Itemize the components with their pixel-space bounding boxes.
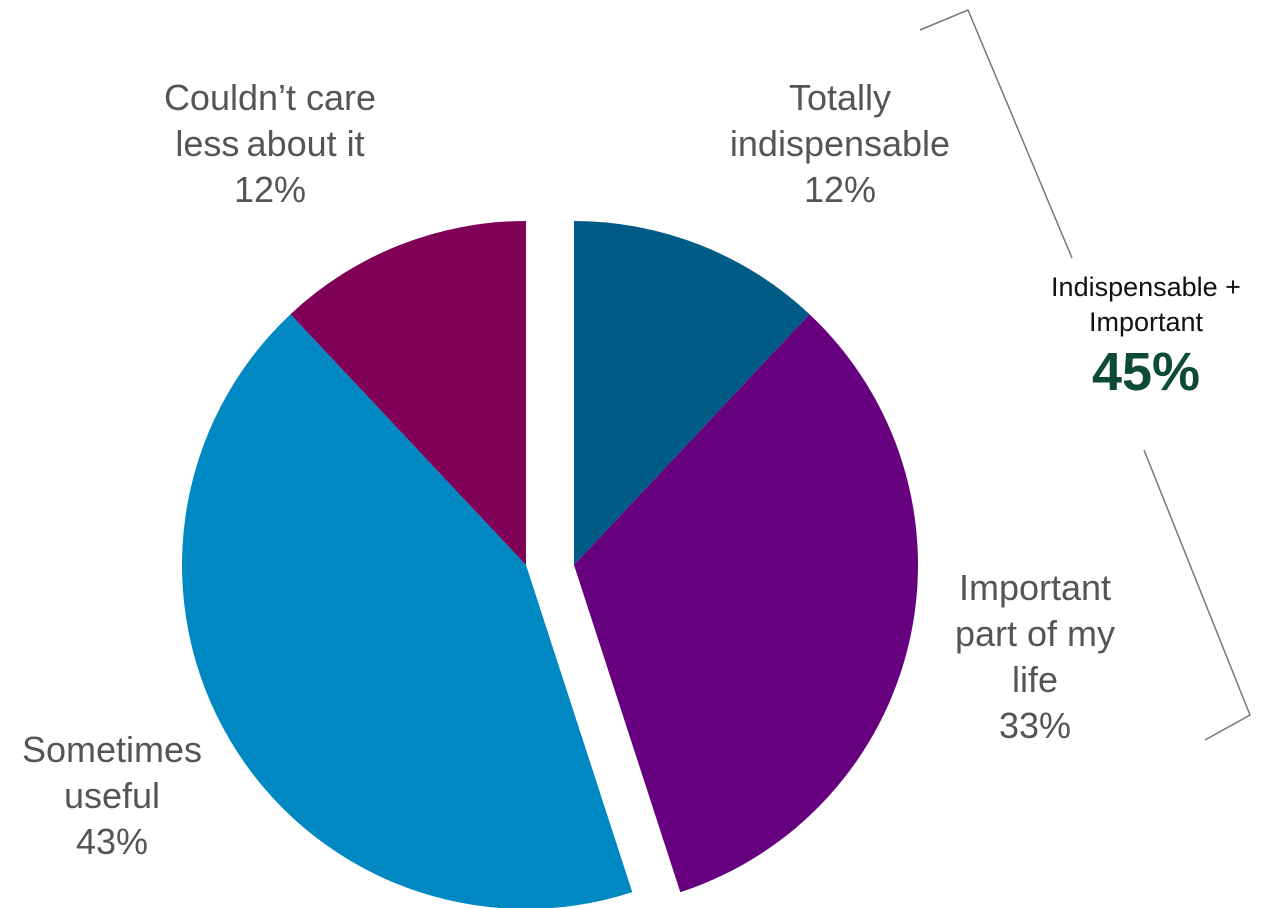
slice-value-label: 12% [233, 169, 307, 210]
annotation-line: Indispensable + [1051, 272, 1241, 302]
slice-value-label: 43% [75, 821, 149, 862]
bracket-lower-line [1143, 449, 1251, 741]
slice-important-part-of-my-life [574, 314, 918, 893]
slice-value-label: 12% [803, 169, 877, 210]
slice-label-line: Couldn’t care [163, 77, 377, 118]
slice-label-sometimes-useful: Sometimes useful 43% [0, 727, 224, 865]
slice-label-line: Important [958, 567, 1112, 608]
bracket-upper-line [919, 9, 1073, 259]
slice-label-line: part of my [954, 613, 1116, 654]
annotation-value: 45% [1091, 342, 1201, 402]
slice-label-important-part-of-my-life: Important part of my life 33% [905, 565, 1165, 749]
slice-label-line: Totally [788, 77, 892, 118]
slice-label-couldnt-care-less: Couldn’t care less about it 12% [120, 75, 420, 213]
slice-sometimes-useful [182, 314, 633, 908]
slice-label-line: life [1011, 659, 1059, 700]
slice-totally-indispensable [574, 221, 810, 565]
slice-label-line: Sometimes [21, 729, 203, 770]
slice-label-line: less about it [175, 123, 365, 164]
slice-label-totally-indispensable: Totally indispensable 12% [700, 75, 980, 213]
annotation-callout: Indispensable + Important 45% [1010, 270, 1268, 404]
slice-couldnt-care-less [290, 221, 526, 565]
slice-value-label: 33% [998, 705, 1072, 746]
slice-label-line: useful [63, 775, 161, 816]
slice-label-line: indispensable [729, 123, 951, 164]
annotation-line: Important [1088, 307, 1204, 337]
